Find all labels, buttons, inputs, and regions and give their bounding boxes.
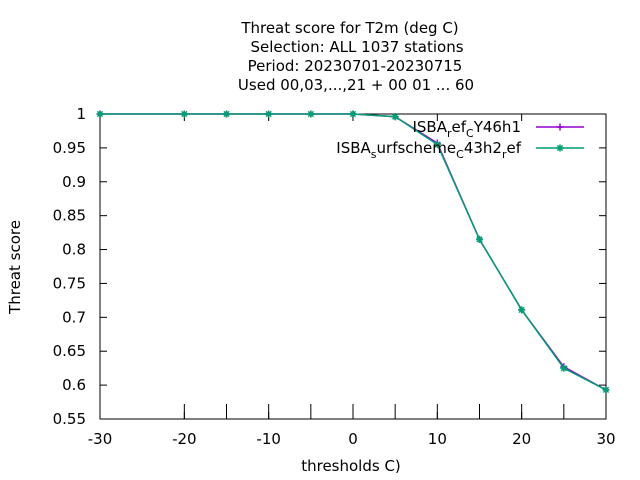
data-point [391, 113, 399, 121]
data-point [180, 110, 188, 118]
legend-item-1: ISBArefCY46h1 [412, 118, 584, 140]
data-point [96, 110, 104, 118]
y-tick-label: 1 [76, 105, 86, 123]
title-line-4: Used 00,03,...,21 + 00 01 ... 60 [238, 76, 474, 94]
series-layer [96, 110, 610, 394]
y-tick-label: 0.6 [62, 376, 86, 394]
title-line-3: Period: 20230701-20230715 [248, 57, 463, 75]
data-point [307, 110, 315, 118]
chart-title: Threat score for T2m (deg C) Selection: … [238, 19, 474, 94]
x-tick-label: 10 [428, 430, 447, 448]
y-tick-label: 0.8 [62, 241, 86, 259]
x-tick-label: 30 [596, 430, 615, 448]
x-axis-label: thresholds C) [301, 457, 401, 475]
data-point [265, 110, 273, 118]
x-axis: -30 -20 -10 0 10 20 30 [88, 114, 616, 448]
y-tick-label: 0.7 [62, 308, 86, 326]
data-point [476, 235, 483, 243]
data-point [223, 110, 230, 118]
y-axis: 0.55 0.6 0.65 0.7 0.75 0.8 0.85 0.9 0.95 1 [53, 105, 606, 428]
data-point [556, 144, 564, 152]
plot-frame [99, 113, 607, 420]
series-2 [96, 110, 610, 394]
y-tick-label: 0.9 [62, 173, 86, 191]
y-tick-label: 0.55 [53, 410, 86, 428]
x-tick-label: -30 [88, 430, 113, 448]
y-axis-label: Threat score [6, 220, 24, 315]
data-point [560, 364, 568, 372]
y-tick-label: 0.65 [53, 342, 86, 360]
x-tick-label: -20 [172, 430, 197, 448]
data-point [349, 110, 357, 118]
title-line-1: Threat score for T2m (deg C) [240, 19, 458, 37]
x-tick-label: -10 [256, 430, 281, 448]
legend-label: ISBAsurfschemeC43h2ref [336, 139, 521, 161]
y-tick-label: 0.75 [53, 274, 86, 292]
x-tick-label: 20 [512, 430, 531, 448]
series-line [100, 113, 607, 391]
data-point [602, 386, 610, 394]
x-tick-label: 0 [348, 430, 358, 448]
title-line-2: Selection: ALL 1037 stations [250, 38, 463, 56]
legend-item-2: ISBAsurfschemeC43h2ref [336, 139, 584, 161]
y-tick-label: 0.95 [53, 139, 86, 157]
data-point [433, 141, 441, 148]
data-point [518, 306, 526, 314]
legend-label: ISBArefCY46h1 [412, 118, 521, 140]
data-point [556, 123, 564, 131]
y-tick-label: 0.85 [53, 207, 86, 225]
